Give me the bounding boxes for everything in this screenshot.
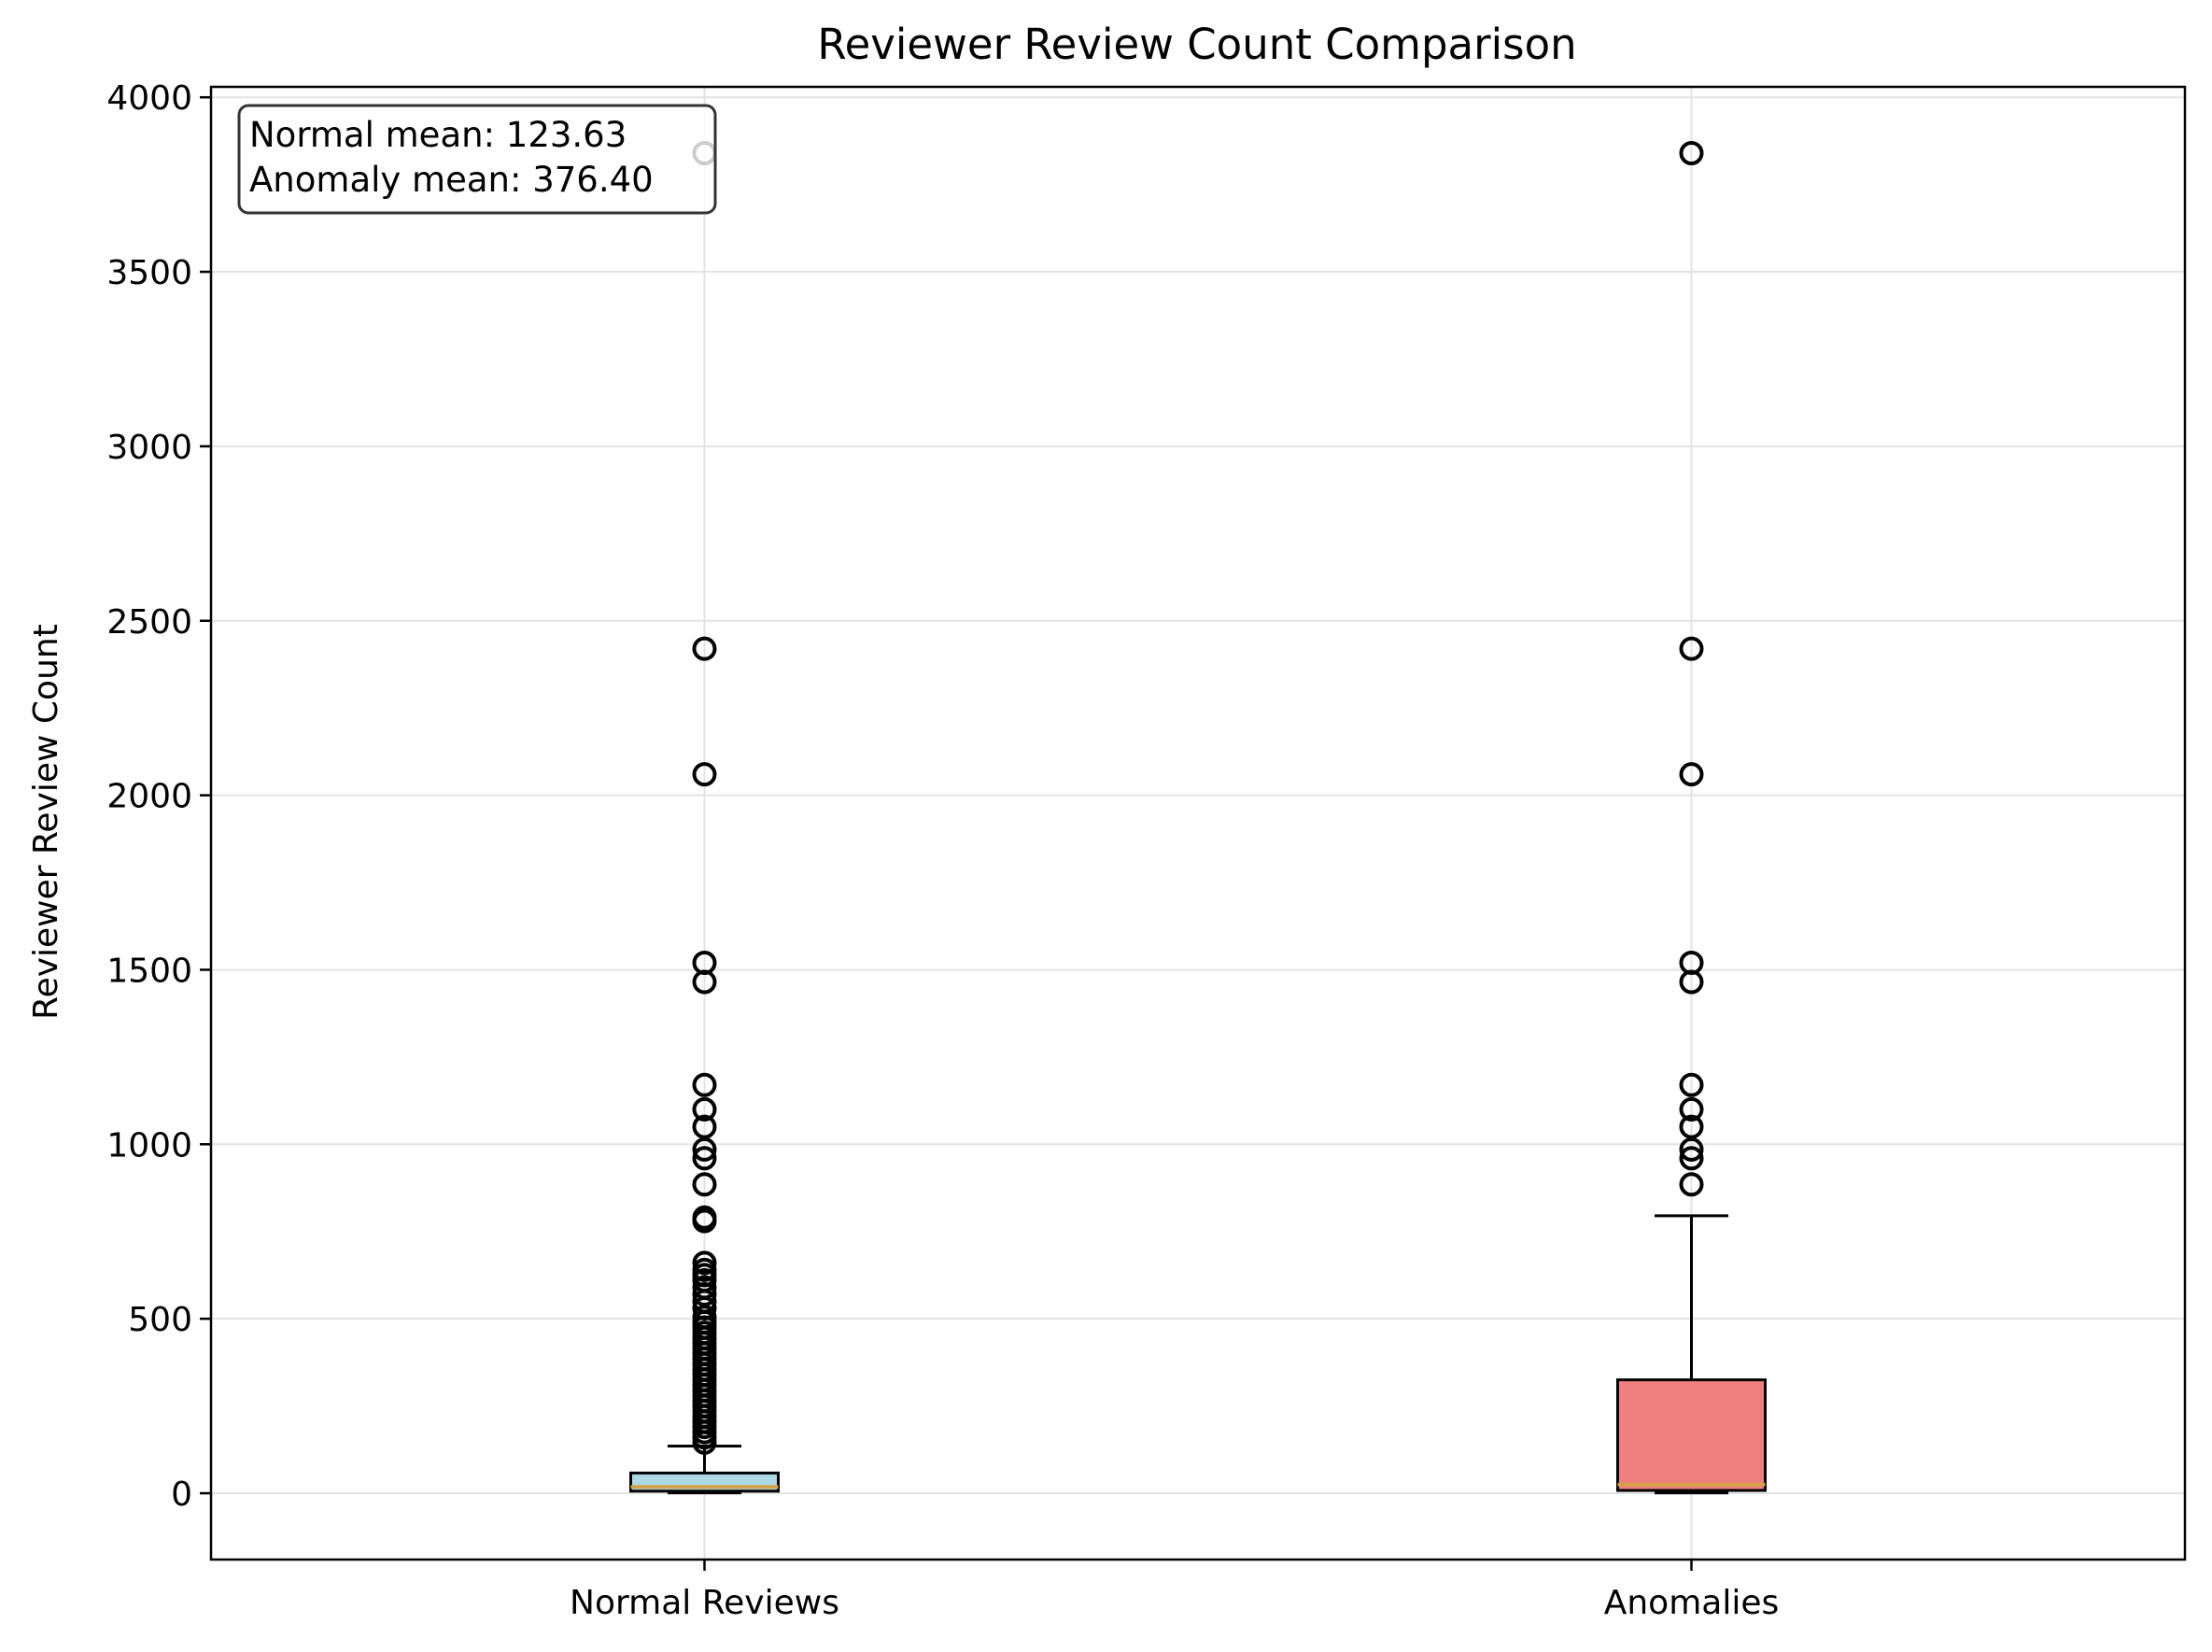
outlier-point xyxy=(1679,1137,1704,1162)
outlier-point xyxy=(692,1208,717,1234)
mean-annotation-box: Normal mean: 123.63 Anomaly mean: 376.40 xyxy=(237,104,717,215)
grid-lines xyxy=(211,87,2185,1560)
y-tick-label: 0 xyxy=(171,1476,192,1514)
y-tick-label: 1000 xyxy=(106,1126,192,1165)
annotation-line-anomaly: Anomaly mean: 376.40 xyxy=(249,160,654,200)
y-axis-label: Reviewer Review Count xyxy=(27,624,65,1020)
outlier-point xyxy=(692,1430,717,1455)
outlier-point xyxy=(692,1172,717,1197)
y-tick-label: 4000 xyxy=(106,79,192,118)
outlier-point xyxy=(1679,636,1704,661)
y-tick-label: 1500 xyxy=(106,952,192,990)
outlier-point xyxy=(692,1250,717,1276)
y-tick-label: 3500 xyxy=(106,254,192,292)
y-tick-label: 2000 xyxy=(106,778,192,816)
outlier-point xyxy=(1679,1146,1704,1171)
plot-area-frame xyxy=(209,85,2187,1561)
iqr-box xyxy=(1616,1378,1767,1492)
outlier-point xyxy=(692,1114,717,1139)
outlier-point xyxy=(1679,762,1704,787)
outlier-point xyxy=(692,1072,717,1097)
box-0 xyxy=(629,141,780,1495)
outlier-point xyxy=(692,969,717,995)
y-tick-label: 3000 xyxy=(106,429,192,467)
outlier-point xyxy=(1679,1172,1704,1197)
annotation-background xyxy=(237,104,717,215)
outlier-point xyxy=(1679,1072,1704,1097)
box-layer xyxy=(629,141,1767,1495)
outlier-point xyxy=(1679,141,1704,166)
outlier-point xyxy=(1679,1096,1704,1122)
box-1 xyxy=(1616,141,1767,1495)
outlier-point xyxy=(692,1137,717,1162)
axes: 0 500 1000 1500 2000 2500 3000 3500 4000 Normal R… xyxy=(106,79,1779,1622)
y-tick-label: 2500 xyxy=(106,603,192,642)
chart-title: Reviewer Review Count Comparison xyxy=(817,20,1576,69)
outlier-point xyxy=(1679,969,1704,995)
outlier-point xyxy=(692,1146,717,1171)
outlier-point xyxy=(692,1281,717,1306)
outlier-point xyxy=(692,636,717,661)
x-tick-label: Anomalies xyxy=(1604,1584,1780,1622)
annotation-line-normal: Normal mean: 123.63 xyxy=(249,115,627,155)
x-tick-label: Normal Reviews xyxy=(570,1584,839,1622)
outlier-point xyxy=(1679,1114,1704,1139)
outlier-point xyxy=(692,762,717,787)
y-tick-label: 500 xyxy=(128,1301,192,1339)
outlier-point xyxy=(692,1096,717,1122)
